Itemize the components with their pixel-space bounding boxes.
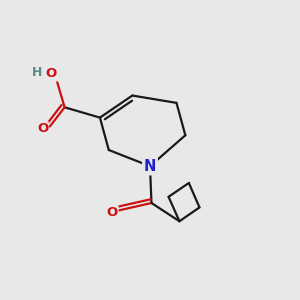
Text: O: O bbox=[37, 122, 48, 135]
Text: H: H bbox=[32, 66, 42, 80]
Text: O: O bbox=[46, 67, 57, 80]
Text: O: O bbox=[107, 206, 118, 219]
Text: N: N bbox=[144, 159, 156, 174]
